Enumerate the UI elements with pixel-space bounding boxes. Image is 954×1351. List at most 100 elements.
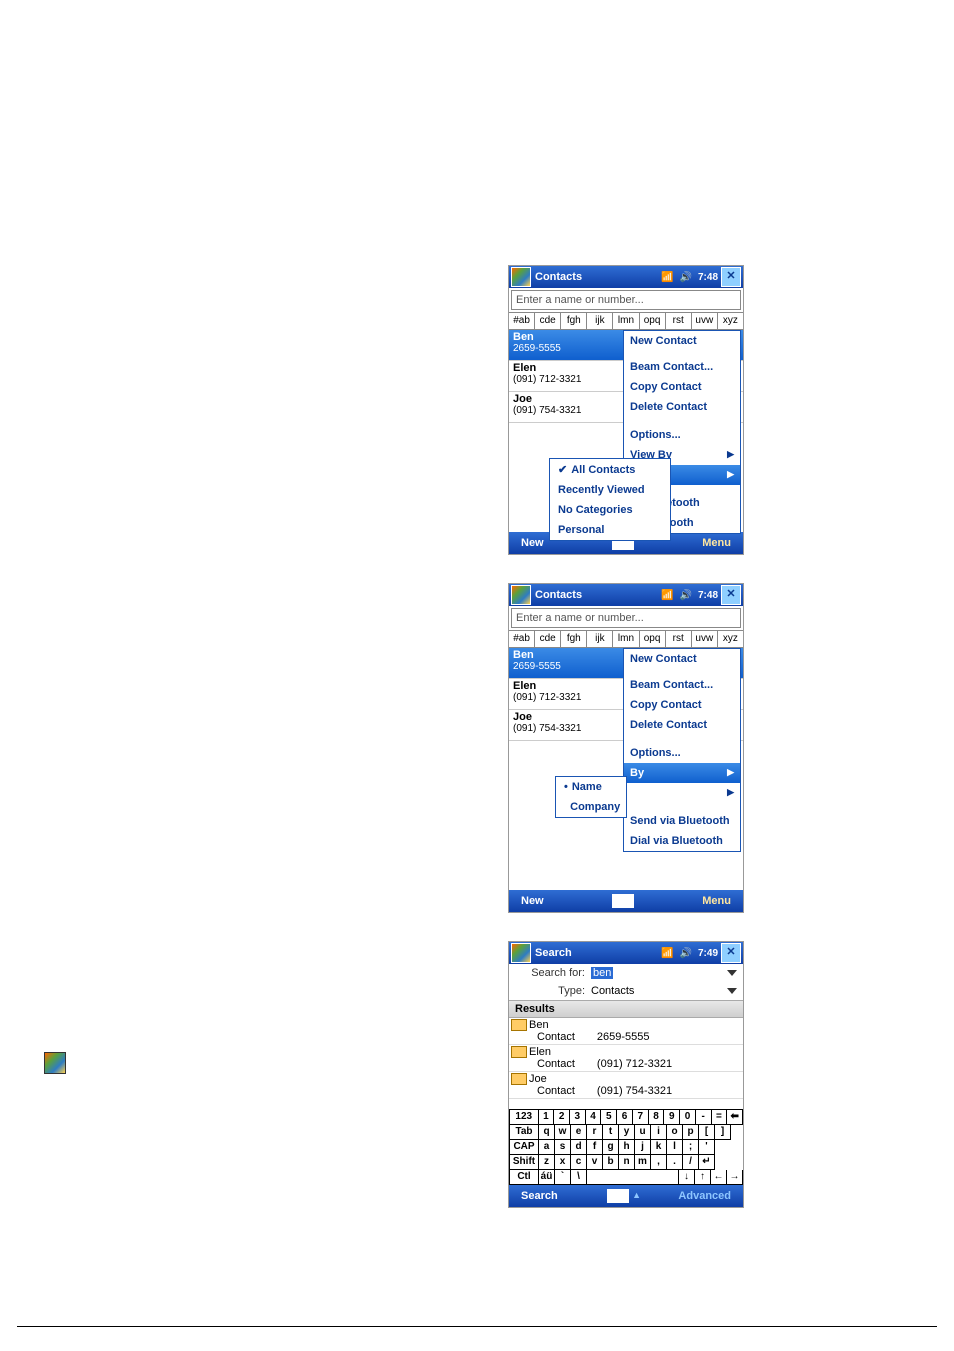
key[interactable]: ' [699, 1140, 715, 1155]
key[interactable]: q [539, 1125, 555, 1140]
key[interactable]: ↵ [699, 1155, 715, 1170]
key[interactable]: p [683, 1125, 699, 1140]
result-row[interactable]: BenContact2659-5555 [509, 1018, 743, 1045]
softkey-search[interactable]: Search [521, 1190, 558, 1202]
key[interactable]: \ [571, 1170, 587, 1185]
key[interactable]: áü [539, 1170, 555, 1185]
key[interactable]: . [667, 1155, 683, 1170]
result-row[interactable]: JoeContact(091) 754-3321 [509, 1072, 743, 1099]
sort-name[interactable]: •Name [556, 777, 626, 797]
alpha-tab[interactable]: #ab [509, 313, 535, 329]
key[interactable]: x [555, 1155, 571, 1170]
key[interactable]: l [667, 1140, 683, 1155]
key[interactable]: j [635, 1140, 651, 1155]
filter-nocat[interactable]: No Categories [550, 500, 670, 520]
key[interactable]: → [727, 1170, 743, 1185]
search-input[interactable]: Enter a name or number... [511, 608, 741, 628]
search-input[interactable]: Enter a name or number... [511, 290, 741, 310]
menu-delete-contact[interactable]: Delete Contact [624, 397, 740, 417]
alpha-tab[interactable]: xyz [718, 313, 743, 329]
close-button[interactable]: ✕ [721, 267, 741, 287]
alpha-tab[interactable]: cde [535, 631, 561, 647]
alpha-tab[interactable]: ijk [587, 631, 613, 647]
soft-keyboard[interactable]: 1231234567890-=⬅Tabqwertyuiop[]CAPasdfgh… [509, 1109, 743, 1185]
key[interactable]: a [539, 1140, 555, 1155]
key[interactable]: - [696, 1110, 712, 1125]
alpha-tab[interactable]: uvw [692, 313, 718, 329]
key[interactable]: o [667, 1125, 683, 1140]
key[interactable] [587, 1170, 679, 1185]
key[interactable]: ↓ [679, 1170, 695, 1185]
key[interactable]: ; [683, 1140, 699, 1155]
key[interactable]: k [651, 1140, 667, 1155]
key[interactable]: , [651, 1155, 667, 1170]
menu-beam-contact[interactable]: Beam Contact... [624, 675, 740, 695]
key[interactable]: c [571, 1155, 587, 1170]
alpha-tab[interactable]: xyz [718, 631, 743, 647]
filter-personal[interactable]: Personal [550, 520, 670, 540]
key[interactable]: u [635, 1125, 651, 1140]
key[interactable]: z [539, 1155, 555, 1170]
key[interactable]: t [603, 1125, 619, 1140]
alpha-tab[interactable]: opq [640, 313, 666, 329]
key[interactable]: n [619, 1155, 635, 1170]
menu-send-bt[interactable]: Send via Bluetooth [624, 811, 740, 831]
result-row[interactable]: ElenContact(091) 712-3321 [509, 1045, 743, 1072]
key[interactable]: 0 [680, 1110, 696, 1125]
key[interactable]: 1 [539, 1110, 555, 1125]
dropdown-icon[interactable] [727, 988, 737, 994]
search-for-value[interactable]: ben [591, 967, 613, 979]
key[interactable]: h [619, 1140, 635, 1155]
key[interactable]: CAP [509, 1140, 539, 1155]
key[interactable]: 7 [633, 1110, 649, 1125]
key[interactable]: g [603, 1140, 619, 1155]
start-icon[interactable] [511, 267, 531, 287]
key[interactable]: 4 [586, 1110, 602, 1125]
key[interactable]: = [712, 1110, 728, 1125]
alpha-tab[interactable]: lmn [613, 313, 639, 329]
softkey-menu[interactable]: Menu [702, 537, 731, 549]
close-button[interactable]: ✕ [721, 585, 741, 605]
menu-options[interactable]: Options... [624, 425, 740, 445]
filter-recent[interactable]: Recently Viewed [550, 480, 670, 500]
key[interactable]: v [587, 1155, 603, 1170]
menu-beam-contact[interactable]: Beam Contact... [624, 357, 740, 377]
softkey-advanced[interactable]: Advanced [678, 1190, 731, 1202]
menu-dial-bt[interactable]: Dial via Bluetooth [624, 831, 740, 851]
filter-all[interactable]: All Contacts [550, 459, 670, 480]
menu-copy-contact[interactable]: Copy Contact [624, 377, 740, 397]
menu-copy-contact[interactable]: Copy Contact [624, 695, 740, 715]
key[interactable]: 2 [554, 1110, 570, 1125]
key[interactable]: ↑ [695, 1170, 711, 1185]
alpha-tab[interactable]: lmn [613, 631, 639, 647]
menu-filter[interactable] [624, 783, 740, 803]
key[interactable]: 123 [509, 1110, 539, 1125]
key[interactable]: ← [711, 1170, 727, 1185]
alpha-tab[interactable]: rst [666, 313, 692, 329]
key[interactable]: i [651, 1125, 667, 1140]
close-button[interactable]: ✕ [721, 943, 741, 963]
softkey-new[interactable]: New [521, 537, 544, 549]
key[interactable]: d [571, 1140, 587, 1155]
key[interactable]: Tab [509, 1125, 539, 1140]
start-icon[interactable] [511, 943, 531, 963]
alpha-tab[interactable]: fgh [561, 313, 587, 329]
sort-company[interactable]: Company [556, 797, 626, 817]
key[interactable]: 5 [601, 1110, 617, 1125]
alpha-tab[interactable]: ijk [587, 313, 613, 329]
key[interactable]: ] [715, 1125, 731, 1140]
key[interactable]: w [555, 1125, 571, 1140]
key[interactable]: 9 [664, 1110, 680, 1125]
alpha-tab[interactable]: rst [666, 631, 692, 647]
sip-icon[interactable]: ▲ [607, 1189, 629, 1203]
menu-options[interactable]: Options... [624, 743, 740, 763]
menu-view-by-by[interactable]: By [624, 763, 740, 783]
key[interactable]: r [587, 1125, 603, 1140]
softkey-menu[interactable]: Menu [702, 895, 731, 907]
key[interactable]: ⬅ [727, 1110, 743, 1125]
dropdown-icon[interactable] [727, 970, 737, 976]
key[interactable]: b [603, 1155, 619, 1170]
start-icon[interactable] [511, 585, 531, 605]
softkey-new[interactable]: New [521, 895, 544, 907]
key[interactable]: 6 [617, 1110, 633, 1125]
